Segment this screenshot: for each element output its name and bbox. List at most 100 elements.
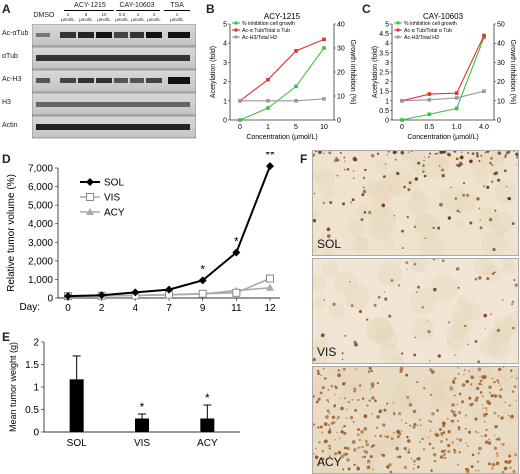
- ihc-stain-dot: [466, 193, 470, 197]
- ihc-tissue-blob: [479, 206, 501, 228]
- ihc-tissue-blob: [313, 458, 328, 473]
- ihc-stain-dot: [370, 382, 375, 387]
- ihc-stain-dot: [374, 435, 377, 438]
- blot-group-cay: CAY-10603: [119, 2, 155, 9]
- ihc-stain-dot: [405, 422, 407, 424]
- ihc-stain-dot: [340, 430, 344, 434]
- ihc-tissue-blob: [480, 151, 506, 175]
- ihc-stain-dot: [484, 152, 487, 154]
- ihc-stain-dot: [459, 162, 463, 166]
- ihc-stain-dot: [477, 360, 481, 363]
- ihc-texture-sol: [313, 151, 518, 255]
- d-significance-mark: **: [265, 152, 275, 162]
- d-xtick-label: 11: [231, 303, 242, 314]
- ihc-tissue-blob: [376, 325, 395, 343]
- ihc-tissue-blob: [313, 208, 320, 222]
- c-series-point: [400, 118, 404, 122]
- b-ytick-label: 4: [223, 41, 227, 48]
- ihc-stain-dot: [499, 389, 502, 392]
- ihc-tissue-blob: [491, 330, 500, 339]
- ihc-stain-dot: [513, 279, 516, 281]
- blot-conc-5: 1 µmol/L: [131, 12, 145, 22]
- ihc-stain-dot: [484, 440, 489, 445]
- ihc-stain-dot: [405, 261, 409, 265]
- ihc-stain-dot: [457, 286, 460, 289]
- ihc-stain-dot: [387, 151, 390, 153]
- ihc-stain-dot: [470, 465, 474, 468]
- ihc-stain-dot: [370, 385, 375, 389]
- ihc-stain-dot: [362, 189, 367, 194]
- ihc-tissue-blob: [384, 238, 395, 250]
- ihc-stain-dot: [503, 466, 508, 471]
- ihc-tissue-blob: [491, 212, 513, 234]
- ihc-stain-dot: [337, 369, 340, 372]
- ihc-stain-dot: [386, 154, 389, 156]
- ihc-tissue-blob: [479, 336, 500, 357]
- ihc-stain-dot: [509, 466, 512, 469]
- ihc-stain-dot: [327, 389, 330, 391]
- ihc-stain-dot: [440, 450, 444, 453]
- ihc-stain-dot: [346, 446, 350, 450]
- ihc-stain-dot: [506, 185, 508, 188]
- ihc-stain-dot: [458, 438, 462, 442]
- ihc-stain-dot: [403, 185, 406, 189]
- ihc-stain-dot: [493, 394, 498, 398]
- ihc-tissue-blob: [376, 328, 398, 351]
- ihc-stain-dot: [471, 402, 474, 406]
- ihc-stain-dot: [454, 354, 456, 356]
- c-title: CAY-10603: [423, 12, 464, 21]
- ihc-stain-dot: [496, 454, 499, 458]
- ihc-stain-dot: [389, 470, 393, 473]
- ihc-stain-dot: [422, 448, 425, 451]
- ihc-stain-dot: [323, 299, 326, 301]
- ihc-stain-dot: [417, 465, 420, 469]
- ihc-stain-dot: [423, 156, 426, 158]
- c-legend-label: Ac-α Tub/Total α Tub: [404, 28, 452, 34]
- ihc-tissue-blob: [376, 261, 403, 287]
- ihc-stain-dot: [487, 441, 492, 445]
- ihc-tissue-blob: [374, 159, 389, 174]
- b-series-point: [266, 77, 270, 82]
- ihc-stain-dot: [497, 178, 501, 182]
- ihc-stain-dot: [515, 399, 517, 402]
- ihc-stain-dot: [406, 216, 409, 219]
- ihc-stain-dot: [386, 402, 389, 405]
- ihc-stain-dot: [479, 391, 483, 394]
- c-y2tick-label: 0: [497, 118, 501, 125]
- ihc-tissue-blob: [313, 172, 320, 182]
- ihc-stain-dot: [509, 460, 512, 463]
- ihc-stain-dot: [509, 404, 512, 406]
- ihc-stain-dot: [336, 174, 339, 177]
- b-series-point: [294, 99, 298, 103]
- ihc-stain-dot: [467, 445, 469, 447]
- ihc-stain-dot: [462, 182, 466, 185]
- ihc-stain-dot: [403, 465, 408, 470]
- ihc-stain-dot: [313, 395, 315, 398]
- blot-dmso-label: DMSO: [33, 12, 55, 19]
- ihc-stain-dot: [486, 409, 488, 412]
- ihc-stain-dot: [481, 404, 484, 406]
- ihc-tissue-blob: [453, 219, 463, 229]
- ihc-image-vis: VIS: [312, 258, 519, 364]
- ihc-stain-dot: [439, 456, 442, 458]
- ihc-stain-dot: [489, 391, 491, 394]
- ihc-tissue-blob: [313, 385, 325, 399]
- ihc-stain-dot: [333, 158, 338, 163]
- ihc-stain-dot: [410, 151, 413, 152]
- ihc-stain-dot: [511, 222, 515, 225]
- ihc-stain-dot: [408, 448, 410, 450]
- ihc-stain-dot: [423, 387, 426, 390]
- ihc-stain-dot: [510, 369, 513, 372]
- ihc-stain-dot: [367, 370, 371, 373]
- ihc-tissue-blob: [367, 444, 381, 459]
- e-xtick-label: ACY: [197, 438, 218, 449]
- ihc-stain-dot: [412, 425, 416, 429]
- ihc-stain-dot: [477, 452, 480, 455]
- ihc-stain-dot: [498, 367, 502, 372]
- ihc-stain-dot: [434, 433, 437, 436]
- ihc-stain-dot: [495, 438, 498, 441]
- ihc-stain-dot: [406, 268, 408, 271]
- ihc-stain-dot: [488, 462, 491, 466]
- ihc-tissue-blob: [502, 259, 514, 269]
- ihc-stain-dot: [315, 447, 317, 450]
